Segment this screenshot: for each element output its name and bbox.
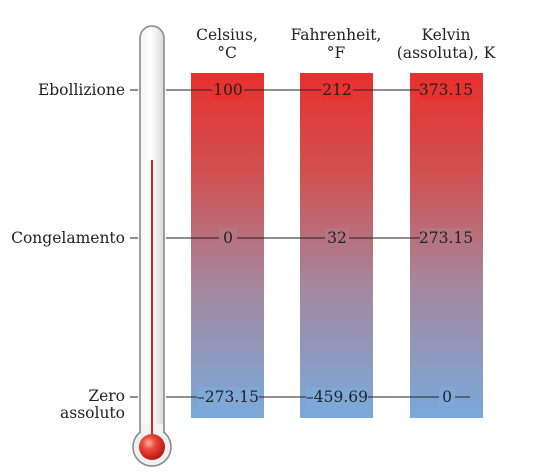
freezing-fahrenheit-value: 32 (327, 229, 347, 247)
absolute-zero-celsius-value: –273.15 (197, 388, 259, 406)
freezing-celsius-value: 0 (223, 229, 233, 247)
boiling-fahrenheit-value: 212 (322, 81, 352, 99)
absolute-zero-celsius-bg (197, 387, 259, 407)
freezing-label: Congelamento (11, 229, 125, 247)
boiling-label: Ebollizione (38, 81, 125, 99)
freezing-celsius-bg (219, 228, 237, 248)
absolute-zero-fahrenheit-value: –459.69 (306, 388, 368, 406)
boiling-celsius-bg (212, 80, 244, 100)
boiling-row: Ebollizione 100 212 373.15 (38, 80, 473, 100)
freezing-fahrenheit-bg (325, 228, 349, 248)
absolute-zero-kelvin-bg (439, 387, 455, 407)
celsius-header-line2: °C (217, 44, 237, 62)
absolute-zero-row: Zero assoluto –273.15 –459.69 0 (60, 387, 470, 422)
freezing-kelvin-bg (420, 228, 472, 248)
boiling-celsius-value: 100 (213, 81, 243, 99)
absolute-zero-kelvin-value: 0 (442, 388, 452, 406)
thermometer (132, 25, 172, 467)
kelvin-header-line2: (assoluta), K (397, 44, 496, 62)
boiling-kelvin-value: 373.15 (419, 81, 473, 99)
celsius-header-line1: Celsius, (196, 26, 258, 44)
thermometer-bulb (139, 434, 165, 460)
freezing-kelvin-value: 273.15 (419, 229, 473, 247)
kelvin-header-line1: Kelvin (422, 26, 471, 44)
fahrenheit-header-line2: °F (327, 44, 346, 62)
absolute-zero-label-line2: assoluto (60, 404, 125, 422)
boiling-fahrenheit-bg (321, 80, 353, 100)
absolute-zero-label-line1: Zero (88, 387, 125, 405)
fahrenheit-header-line1: Fahrenheit, (291, 26, 382, 44)
absolute-zero-fahrenheit-bg (306, 387, 368, 407)
freezing-row: Congelamento 0 32 273.15 (11, 228, 473, 248)
boiling-kelvin-bg (420, 80, 472, 100)
